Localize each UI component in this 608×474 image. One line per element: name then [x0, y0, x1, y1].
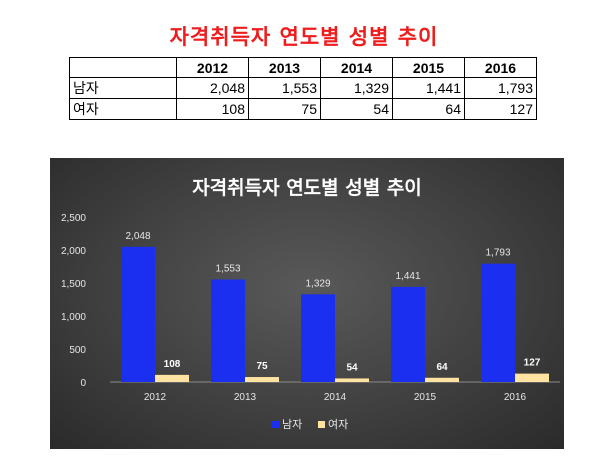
- table-cell: 127: [464, 98, 537, 120]
- bar-male: [211, 279, 245, 382]
- table-cell: 1,441: [392, 77, 465, 99]
- table-header-cell: 2013: [248, 57, 321, 78]
- data-label-female: 54: [346, 362, 358, 373]
- x-tick-label: 2014: [324, 392, 347, 403]
- bar-female: [155, 374, 189, 382]
- data-label-male: 1,793: [485, 248, 510, 259]
- bar-female: [515, 373, 549, 382]
- data-label-female: 75: [256, 361, 268, 372]
- data-label-male: 2,048: [125, 231, 150, 242]
- y-tick-label: 1,000: [61, 312, 86, 323]
- table-cell: 1,793: [464, 77, 537, 99]
- x-axis: 2012 2013 2014 2015 2016: [144, 392, 527, 403]
- bar-female: [245, 377, 279, 382]
- table-cell: 75: [248, 98, 321, 120]
- table-cell: 64: [392, 98, 465, 120]
- bar-male: [391, 286, 425, 382]
- bars: 2,048 108 1,553 75 1,329 54 1,441 64 1,793 127: [121, 231, 549, 382]
- x-tick-label: 2012: [144, 392, 167, 403]
- legend: 남자 여자: [272, 418, 348, 431]
- y-tick-label: 0: [80, 378, 86, 389]
- x-tick-label: 2015: [414, 392, 437, 403]
- chart-title: 자격취득자 연도별 성별 추이: [192, 177, 422, 199]
- data-label-female: 108: [164, 359, 181, 370]
- table-row-label: 남자: [69, 77, 177, 99]
- y-tick-label: 2,500: [61, 213, 86, 224]
- table-header-cell: 2012: [176, 57, 249, 78]
- y-tick-label: 1,500: [61, 279, 86, 290]
- bar-female: [335, 378, 369, 382]
- table-header-cell: [69, 57, 177, 78]
- y-tick-label: 500: [69, 345, 86, 356]
- table-header-cell: 2015: [392, 57, 465, 78]
- data-label-male: 1,441: [395, 271, 420, 282]
- table-cell: 1,329: [320, 77, 393, 99]
- table-cell: 2,048: [176, 77, 249, 99]
- table-row: 남자 2,048 1,553 1,329 1,441 1,793: [69, 77, 537, 99]
- data-label-female: 127: [524, 358, 541, 369]
- data-label-male: 1,329: [305, 278, 330, 289]
- table-header-cell: 2014: [320, 57, 393, 78]
- data-table: 2012 2013 2014 2015 2016 남자 2,048 1,553 …: [69, 57, 537, 120]
- legend-label-male: 남자: [282, 418, 302, 431]
- legend-label-female: 여자: [328, 418, 348, 431]
- bar-female: [425, 377, 459, 382]
- y-axis: 0 500 1,000 1,500 2,000 2,500: [61, 213, 86, 389]
- table-row: 여자 108 75 54 64 127: [69, 98, 537, 120]
- table-cell: 108: [176, 98, 249, 120]
- y-tick-label: 2,000: [61, 246, 86, 257]
- legend-swatch-male: [272, 421, 279, 428]
- table-row-label: 여자: [69, 98, 177, 120]
- table-header-row: 2012 2013 2014 2015 2016: [69, 57, 537, 78]
- bar-chart: 자격취득자 연도별 성별 추이 0 500 1,000 1,500 2,000 2,500…: [61, 177, 560, 431]
- legend-swatch-female: [318, 421, 325, 428]
- data-label-male: 1,553: [215, 264, 240, 275]
- table-cell: 1,553: [248, 77, 321, 99]
- table-header-cell: 2016: [464, 57, 537, 78]
- x-tick-label: 2013: [234, 392, 257, 403]
- bar-male: [121, 246, 155, 382]
- chart-area: 자격취득자 연도별 성별 추이 0 500 1,000 1,500 2,000 2,500…: [50, 158, 564, 449]
- data-label-female: 64: [436, 362, 448, 373]
- page-title: 자격취득자 연도별 성별 추이: [169, 25, 439, 49]
- bar-male: [481, 263, 515, 382]
- table-cell: 54: [320, 98, 393, 120]
- bar-male: [301, 294, 335, 382]
- x-tick-label: 2016: [504, 392, 527, 403]
